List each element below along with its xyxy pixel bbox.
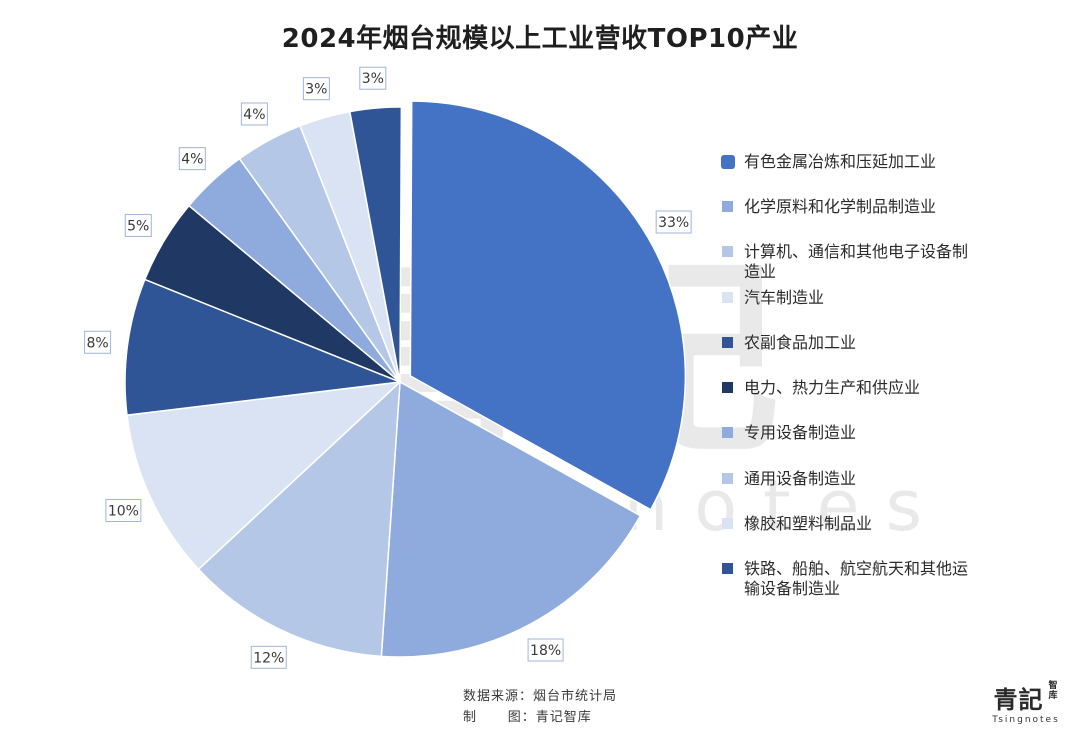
legend-label-cont: 输设备制造业 (744, 579, 841, 598)
legend-swatch (722, 563, 733, 574)
pie-slice (348, 106, 403, 383)
svg-text:3%: 3% (362, 71, 384, 87)
legend-label: 汽车制造业 (744, 288, 825, 307)
legend-swatch (722, 246, 733, 257)
slice-label: 8% (84, 330, 112, 354)
svg-text:3%: 3% (305, 82, 327, 98)
legend-swatch (721, 155, 735, 169)
slice-label: 10% (105, 498, 142, 522)
brand-sub: Tsingnotes (992, 715, 1060, 725)
slice-label: 5% (124, 213, 152, 237)
legend-swatch (722, 201, 733, 212)
legend-item: 有色金属冶炼和压延加工业 (721, 152, 937, 172)
legend-item: 电力、热力生产和供应业 (722, 378, 920, 398)
legend-label: 化学原料和化学制品制造业 (744, 197, 937, 216)
pie-slice (409, 100, 687, 511)
maker-line: 制 图：青记智库 (463, 710, 592, 725)
legend-item: 计算机、通信和其他电子设备制 造业 (722, 242, 968, 282)
svg-text:18%: 18% (530, 643, 561, 659)
legend-label: 橡胶和塑料制品业 (744, 514, 873, 533)
legend-label: 通用设备制造业 (744, 469, 857, 488)
svg-text:10%: 10% (108, 503, 139, 519)
legend-item: 铁路、船舶、航空航天和其他运 输设备制造业 (722, 559, 968, 599)
legend-swatch (722, 292, 733, 303)
legend-item: 汽车制造业 (722, 288, 824, 308)
source-note: 数据来源：烟台市统计局 制 图：青记智库 (463, 686, 617, 728)
legend-swatch (722, 382, 733, 393)
legend-item: 专用设备制造业 (722, 423, 856, 443)
pie-slice (197, 380, 401, 658)
legend-label: 电力、热力生产和供应业 (744, 378, 921, 397)
legend-swatch (722, 473, 733, 484)
legend-item: 化学原料和化学制品制造业 (722, 197, 936, 217)
svg-text:8%: 8% (86, 335, 108, 351)
slice-label: 4% (240, 102, 268, 126)
slice-label: 33% (655, 210, 692, 234)
brand-logo: 青記 智库 Tsingnotes (986, 680, 1066, 725)
legend-label: 农副食品加工业 (744, 333, 857, 352)
svg-text:5%: 5% (127, 218, 149, 234)
pie-slice (124, 278, 401, 416)
svg-text:4%: 4% (243, 107, 265, 123)
legend-swatch (722, 427, 733, 438)
legend-item: 农副食品加工业 (722, 333, 856, 353)
svg-text:4%: 4% (181, 152, 203, 168)
slice-label: 12% (250, 645, 287, 669)
legend-label: 计算机、通信和其他电子设备制 (744, 242, 969, 261)
legend-label: 有色金属冶炼和压延加工业 (744, 152, 937, 171)
legend-item: 橡胶和塑料制品业 (722, 514, 872, 534)
legend-label-cont: 造业 (744, 262, 777, 281)
slice-label: 18% (527, 638, 564, 662)
brand-name: 青記 智库 (993, 680, 1057, 714)
legend-swatch (722, 518, 733, 529)
slice-label: 3% (359, 66, 387, 90)
legend-item: 通用设备制造业 (722, 469, 856, 489)
legend-label: 铁路、船舶、航空航天和其他运 (744, 559, 969, 578)
svg-text:12%: 12% (253, 650, 284, 666)
svg-text:33%: 33% (658, 215, 689, 231)
pie-slice (126, 380, 403, 571)
slice-label: 4% (178, 147, 206, 171)
legend-label: 专用设备制造业 (744, 423, 857, 442)
pie-slice (380, 380, 642, 658)
slice-label: 3% (302, 77, 330, 101)
legend-swatch (722, 337, 733, 348)
chart-title: 2024年烟台规模以上工业营收TOP10产业 (281, 24, 799, 54)
source-line: 数据来源：烟台市统计局 (463, 689, 618, 704)
